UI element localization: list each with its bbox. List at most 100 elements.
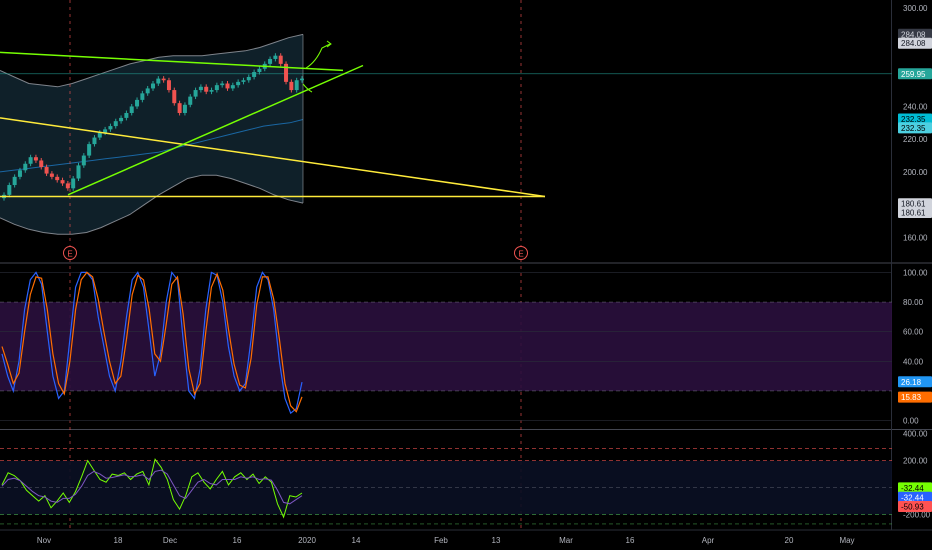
price-tag-label: 284.08 <box>901 30 926 39</box>
trendline <box>0 117 546 198</box>
price-tag-label: 180.61 <box>901 200 926 209</box>
candle-body <box>81 155 86 166</box>
candle-body <box>294 80 299 91</box>
price-axis-tick: 240.00 <box>903 102 928 111</box>
candle-body <box>39 160 44 168</box>
price-axis-tick: 100.00 <box>903 268 928 277</box>
time-axis-tick: 16 <box>626 536 635 545</box>
price-axis[interactable]: 300.00 240.00 220.00 200.00 160.00 284.08284.… <box>898 4 932 520</box>
price-axis-tick: 400.00 <box>903 430 928 439</box>
stochastic-panel[interactable] <box>0 270 892 421</box>
candle-body <box>161 78 166 81</box>
candle-body <box>268 58 273 64</box>
price-tag-bg <box>898 500 932 512</box>
price-axis-tick: 200.00 <box>903 168 928 177</box>
candle-body <box>71 178 76 189</box>
time-axis-tick: Mar <box>559 536 573 545</box>
time-axis-tick: May <box>839 536 854 545</box>
price-tag-bg <box>898 37 932 49</box>
time-axis-tick: 13 <box>492 536 501 545</box>
grid-layer <box>0 0 932 531</box>
price-tag-bg <box>898 491 932 503</box>
candle-body <box>230 85 235 89</box>
candle-body <box>204 86 209 92</box>
price-tag-bg <box>898 482 932 494</box>
projection-arrow-up <box>305 43 331 69</box>
bollinger-upper-line <box>0 33 304 88</box>
candle-body <box>60 180 65 184</box>
candle-body <box>284 63 289 82</box>
candle-body <box>135 99 140 107</box>
price-axis-tick: 200.00 <box>903 457 928 466</box>
price-tag-label: 26.18 <box>901 378 922 387</box>
price-tag-label: -50.93 <box>901 502 924 511</box>
candle-body <box>87 144 92 156</box>
time-axis-tick: 18 <box>114 536 123 545</box>
earnings-marker-label: E <box>67 250 72 259</box>
time-axis[interactable]: Nov 18 Dec 16 2020 14 Feb 13 Mar 16 Apr 20 May <box>37 536 855 545</box>
candle-body <box>257 68 262 73</box>
candle-body <box>273 55 278 59</box>
price-tag-label: 284.08 <box>901 39 926 48</box>
candle-body <box>220 83 225 86</box>
trendline <box>67 64 364 196</box>
price-tag-bg <box>898 198 932 210</box>
projection-arrow-down <box>302 83 313 93</box>
bollinger-lower-line <box>0 174 304 235</box>
candle-body <box>188 96 193 105</box>
candle-body <box>97 132 102 138</box>
earnings-marker-badge <box>514 246 528 260</box>
bollinger-mid-line <box>0 119 304 173</box>
price-tag-bg <box>898 376 932 388</box>
price-tag-bg <box>898 122 932 134</box>
projection-arrowhead-up <box>326 40 332 48</box>
price-axis-tick: 0.00 <box>903 417 919 426</box>
price-tag-bg <box>898 207 932 219</box>
price-tag-label: 15.83 <box>901 393 922 402</box>
time-axis-tick: 20 <box>785 536 794 545</box>
price-tag-bg <box>898 391 932 403</box>
price-axis-tick: -200.00 <box>903 511 931 520</box>
price-axis-tick: 300.00 <box>903 4 928 13</box>
time-axis-tick: 2020 <box>298 536 316 545</box>
price-axis-tick: 220.00 <box>903 135 928 144</box>
candle-body <box>124 112 129 118</box>
candle-body <box>241 80 246 82</box>
candle-body <box>193 90 198 97</box>
candle-body <box>103 129 108 133</box>
price-tag-bg <box>898 28 932 40</box>
price-tag-bg <box>898 113 932 125</box>
time-axis-tick: Nov <box>37 536 51 545</box>
candle-body <box>246 76 251 81</box>
candle-body <box>76 165 81 179</box>
candle-body <box>17 170 22 177</box>
candle-body <box>28 157 33 164</box>
candle-body <box>214 85 219 91</box>
candle-body <box>278 55 283 64</box>
candle-body <box>44 167 49 174</box>
candle-body <box>236 81 241 86</box>
candle-body <box>156 78 161 84</box>
time-axis-tick: Apr <box>702 536 715 545</box>
price-tag-label: 180.61 <box>901 209 926 218</box>
candle-body <box>113 121 118 127</box>
price-axis-tick: 60.00 <box>903 328 924 337</box>
candle-body <box>198 86 203 91</box>
time-axis-tick: 16 <box>233 536 242 545</box>
candle-body <box>151 83 155 89</box>
earnings-marker-badge <box>63 246 77 260</box>
time-axis-tick: Feb <box>434 536 448 545</box>
price-axis-tick: 40.00 <box>903 357 924 366</box>
candle-body <box>12 176 17 186</box>
candle-body <box>23 163 28 171</box>
cci-panel[interactable] <box>0 448 892 525</box>
time-axis-tick: 14 <box>352 536 361 545</box>
candle-body <box>252 72 257 77</box>
trendline <box>0 51 344 72</box>
candle-body <box>166 80 171 91</box>
stochastic-band <box>0 302 892 391</box>
price-tag-bg <box>898 68 932 80</box>
candle-body <box>225 83 230 89</box>
